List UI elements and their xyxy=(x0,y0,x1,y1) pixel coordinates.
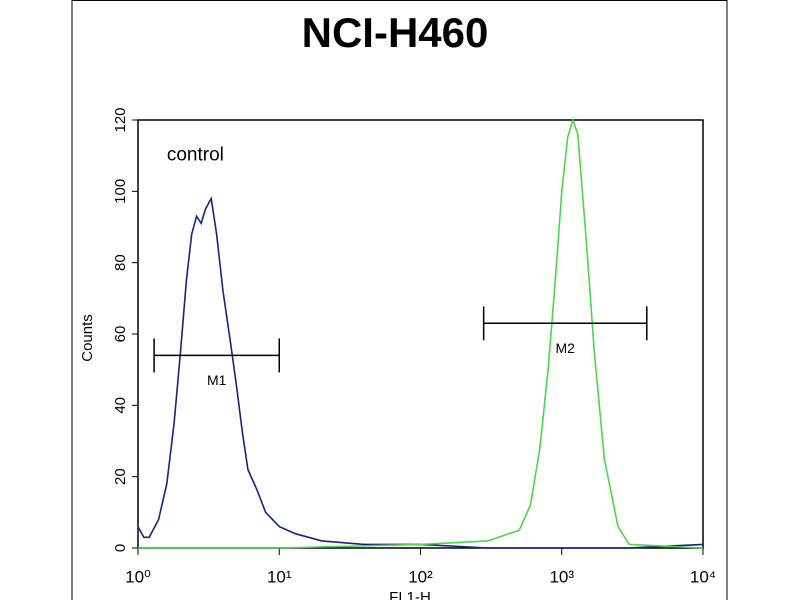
annotation: control xyxy=(167,145,224,166)
y-tick-label: 60 xyxy=(112,326,129,343)
y-tick-label: 40 xyxy=(112,397,129,414)
marker-label: M2 xyxy=(555,340,575,356)
frame xyxy=(71,0,728,605)
y-tick-label: 80 xyxy=(112,254,129,271)
x-tick-label: 10⁴ xyxy=(690,567,716,586)
chart-title: NCI-H460 xyxy=(302,9,489,56)
x-tick-label: 10³ xyxy=(549,567,574,586)
y-tick-label: 100 xyxy=(112,179,129,204)
y-axis-label: Counts xyxy=(79,314,96,362)
marker-label: M1 xyxy=(207,372,227,388)
plot-area xyxy=(137,119,704,549)
x-tick-label: 10¹ xyxy=(267,567,292,586)
series-line xyxy=(138,117,704,549)
x-tick-label: 10² xyxy=(408,567,433,586)
x-tick-label: 10⁰ xyxy=(125,567,151,586)
series-line xyxy=(137,196,704,549)
y-tick-label: 20 xyxy=(112,468,129,485)
x-axis-label: FL1-H xyxy=(389,589,431,600)
y-tick-label: 0 xyxy=(112,544,129,552)
y-tick-label: 120 xyxy=(112,107,129,132)
